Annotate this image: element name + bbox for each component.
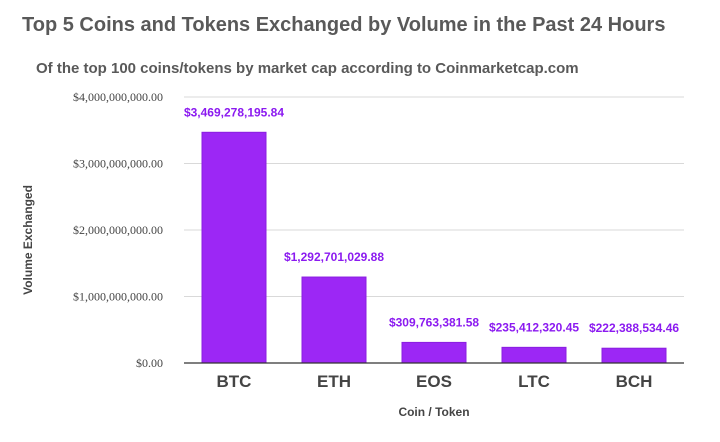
chart-title: Top 5 Coins and Tokens Exchanged by Volu… xyxy=(22,14,666,36)
data-label-btc: $3,469,278,195.84 xyxy=(184,105,284,119)
y-tick-label: $1,000,000,000.00 xyxy=(73,290,163,304)
x-axis-categories: BTC ETH EOS LTC BCH xyxy=(217,372,653,391)
bar-ltc xyxy=(501,346,567,364)
data-label-bch: $222,388,534.46 xyxy=(589,321,679,335)
bar-bch xyxy=(601,347,667,364)
y-tick-label: $2,000,000,000.00 xyxy=(73,223,163,237)
x-tick-label: EOS xyxy=(416,372,452,391)
x-tick-label: BTC xyxy=(217,372,252,391)
x-tick-label: LTC xyxy=(518,372,550,391)
bar-eos xyxy=(401,341,467,364)
y-tick-label: $4,000,000,000.00 xyxy=(73,90,163,104)
data-labels: $3,469,278,195.84 $1,292,701,029.88 $309,7… xyxy=(184,105,679,335)
bars xyxy=(184,131,684,364)
x-tick-label: ETH xyxy=(317,372,351,391)
bar-btc xyxy=(201,131,267,364)
data-label-eth: $1,292,701,029.88 xyxy=(284,250,384,264)
x-axis-title: Coin / Token xyxy=(398,405,469,419)
bar-eth xyxy=(301,276,367,364)
x-tick-label: BCH xyxy=(616,372,653,391)
y-tick-label: $0.00 xyxy=(136,356,163,370)
data-label-ltc: $235,412,320.45 xyxy=(489,320,579,334)
y-axis-title: Volume Exchanged xyxy=(21,185,35,295)
chart-subtitle: Of the top 100 coins/tokens by market ca… xyxy=(36,60,579,77)
y-axis-ticks: $0.00 $1,000,000,000.00 $2,000,000,000.00 $… xyxy=(73,90,163,370)
y-tick-label: $3,000,000,000.00 xyxy=(73,157,163,171)
data-label-eos: $309,763,381.58 xyxy=(389,315,479,329)
